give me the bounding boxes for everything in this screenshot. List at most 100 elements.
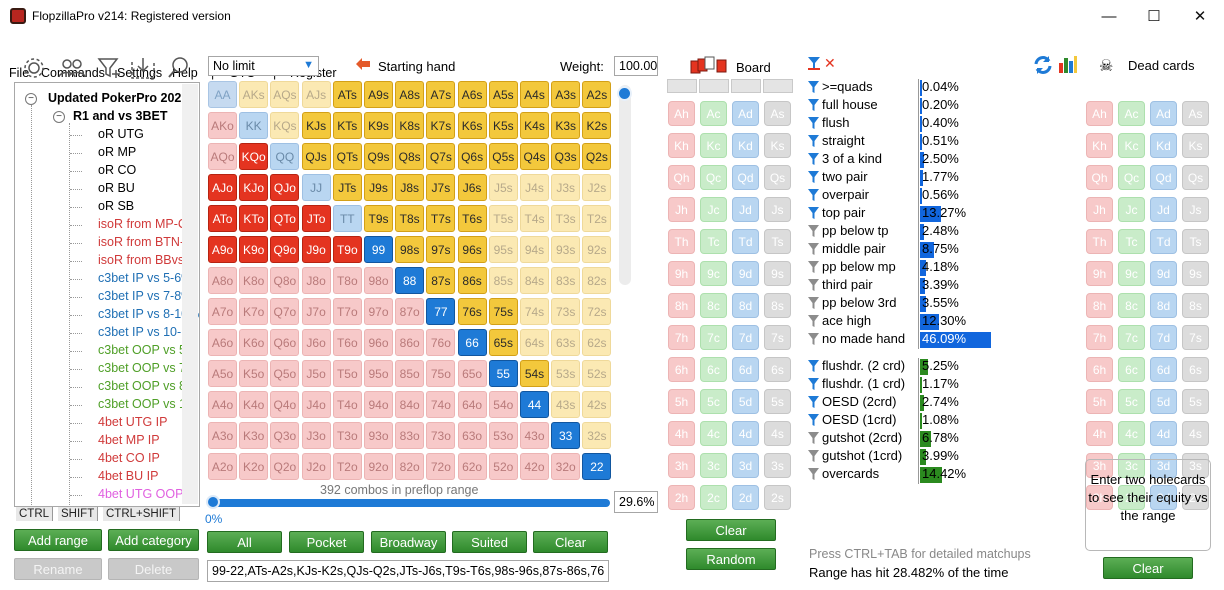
hand-cell[interactable]: Q5s — [488, 143, 518, 170]
board-card[interactable]: 2c — [700, 485, 727, 510]
dead-card[interactable]: 3d — [1150, 453, 1177, 478]
dead-card[interactable]: 6c — [1118, 357, 1145, 382]
dead-card[interactable]: 4h — [1086, 421, 1113, 446]
weight-scrollbar[interactable] — [619, 85, 631, 285]
hand-cell[interactable]: 94s — [520, 236, 549, 263]
dead-card[interactable]: Qd — [1150, 165, 1177, 190]
hand-cell[interactable]: ATs — [332, 81, 362, 108]
hand-cell[interactable]: TT — [332, 205, 362, 232]
hand-cell[interactable]: K6o — [239, 329, 269, 356]
filter-icon[interactable] — [808, 171, 819, 183]
hand-cell[interactable]: 53o — [488, 422, 518, 449]
hand-cell[interactable]: Q3s — [551, 143, 581, 170]
hand-cell[interactable]: AJo — [208, 174, 237, 201]
board-card[interactable]: Qc — [700, 165, 727, 190]
hand-cell[interactable]: 72s — [582, 298, 612, 325]
hand-cell[interactable]: 65o — [457, 360, 487, 387]
hand-cell[interactable]: QQ — [270, 143, 300, 170]
board-card[interactable]: 3c — [700, 453, 727, 478]
board-slot[interactable] — [667, 79, 697, 93]
dead-card[interactable]: Ac — [1118, 101, 1145, 126]
hand-cell[interactable]: K2o — [239, 453, 269, 480]
board-card[interactable]: Ac — [700, 101, 727, 126]
board-card[interactable]: 8s — [764, 293, 791, 318]
dead-card[interactable]: 4c — [1118, 421, 1145, 446]
menu-help[interactable]: Help — [172, 66, 198, 80]
hand-cell[interactable]: A8o — [208, 267, 237, 294]
minimize-button[interactable]: — — [1101, 7, 1117, 25]
search-icon[interactable] — [167, 56, 191, 86]
hand-cell[interactable]: A3o — [208, 422, 237, 449]
weight-input[interactable]: 100.00 — [614, 56, 658, 76]
tree-item[interactable]: c3bet OOP vs 8- — [98, 379, 191, 393]
dead-card[interactable]: 4s — [1182, 421, 1209, 446]
board-card[interactable]: Kh — [668, 133, 695, 158]
hand-cell[interactable]: K4o — [239, 391, 269, 418]
hand-cell[interactable]: Q2s — [582, 143, 612, 170]
tree-item[interactable]: oR BU — [98, 181, 135, 195]
board-card[interactable]: 9s — [764, 261, 791, 286]
hand-cell[interactable]: A2o — [208, 453, 237, 480]
tree-item[interactable]: 4bet MP IP — [98, 433, 160, 447]
tree-item[interactable]: 4bet UTG OOP — [98, 487, 184, 501]
hand-cell[interactable]: 83o — [395, 422, 425, 449]
dead-card[interactable]: 2h — [1086, 485, 1113, 510]
board-card[interactable]: Qd — [732, 165, 759, 190]
hand-cell[interactable]: J7o — [301, 298, 331, 325]
hand-cell[interactable]: 83s — [551, 267, 581, 294]
dead-card[interactable]: 7c — [1118, 325, 1145, 350]
hand-cell[interactable]: Q2o — [270, 453, 300, 480]
board-slot[interactable] — [699, 79, 729, 93]
hand-cell[interactable]: 64s — [520, 329, 549, 356]
hand-cell[interactable]: K6s — [457, 112, 487, 139]
board-card[interactable]: Jd — [732, 197, 759, 222]
hand-cell[interactable]: T2s — [582, 205, 612, 232]
dead-card[interactable]: 7d — [1150, 325, 1177, 350]
hand-cell[interactable]: A2s — [582, 81, 612, 108]
dead-card[interactable]: 7s — [1182, 325, 1209, 350]
hand-cell[interactable]: T5s — [488, 205, 518, 232]
hand-cell[interactable]: Q6o — [270, 329, 300, 356]
hand-cell[interactable]: AKo — [208, 112, 237, 139]
hand-cell[interactable]: 82s — [582, 267, 612, 294]
dead-card[interactable]: 9d — [1150, 261, 1177, 286]
dead-card[interactable]: Kd — [1150, 133, 1177, 158]
hand-cell[interactable]: 85s — [488, 267, 518, 294]
board-card[interactable]: Td — [732, 229, 759, 254]
board-clear-button[interactable]: Clear — [686, 519, 776, 541]
hand-cell[interactable]: T2o — [332, 453, 362, 480]
dead-card[interactable]: Ks — [1182, 133, 1209, 158]
hand-cell[interactable]: 86o — [395, 329, 425, 356]
tree-item[interactable]: 4bet CO IP — [98, 451, 160, 465]
board-card[interactable]: 6s — [764, 357, 791, 382]
dead-card[interactable]: Ts — [1182, 229, 1209, 254]
hand-cell[interactable]: K8o — [239, 267, 269, 294]
dead-card[interactable]: 6s — [1182, 357, 1209, 382]
tree-item[interactable]: 4bet UTG IP — [98, 415, 168, 429]
dead-card[interactable]: Qs — [1182, 165, 1209, 190]
hand-cell[interactable]: 62s — [582, 329, 612, 356]
dead-card[interactable]: 8h — [1086, 293, 1113, 318]
hand-cell[interactable]: Q4o — [270, 391, 300, 418]
hand-cell[interactable]: 96s — [457, 236, 487, 263]
hand-cell[interactable]: 52s — [582, 360, 612, 387]
refresh-icon[interactable] — [1033, 55, 1053, 75]
hand-cell[interactable]: 42s — [582, 391, 612, 418]
dead-card[interactable]: 5c — [1118, 389, 1145, 414]
dead-card[interactable]: 9h — [1086, 261, 1113, 286]
filter-icon[interactable] — [808, 207, 819, 219]
tree-group[interactable]: R1 and vs 3BET — [73, 109, 168, 123]
hand-cell[interactable]: QTs — [332, 143, 362, 170]
board-card[interactable]: 5c — [700, 389, 727, 414]
board-card[interactable]: Ad — [732, 101, 759, 126]
hand-cell[interactable]: 72o — [426, 453, 456, 480]
hand-cell[interactable]: Q6s — [457, 143, 487, 170]
filter-icon[interactable] — [808, 261, 819, 273]
users-icon[interactable] — [57, 56, 87, 86]
close-button[interactable]: ✕ — [1193, 8, 1207, 25]
range-tree[interactable]: − Updated PokerPro 2021 − R1 and vs 3BET… — [14, 82, 200, 507]
board-card[interactable]: 3d — [732, 453, 759, 478]
hand-cell[interactable]: 33 — [551, 422, 581, 449]
hand-cell[interactable]: Q5o — [270, 360, 300, 387]
filter-icon[interactable] — [808, 81, 819, 93]
